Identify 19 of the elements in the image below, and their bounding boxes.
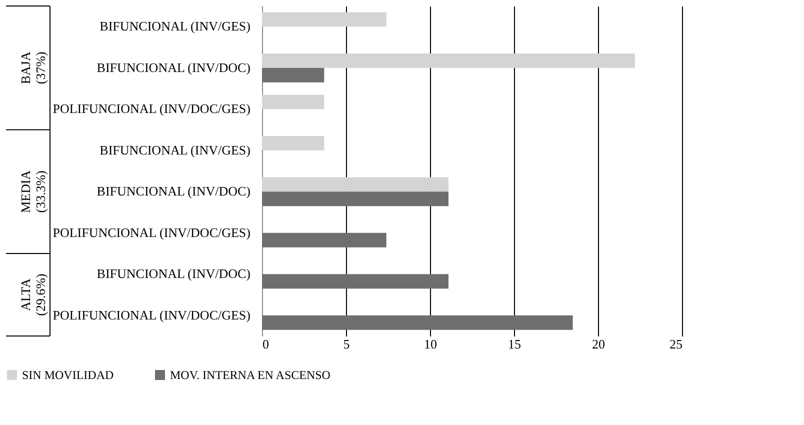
x-tick-label: 15 (508, 336, 521, 352)
legend-label: SIN MOVILIDAD (22, 368, 114, 382)
x-tick-label: 0 (262, 336, 269, 352)
x-tick-label: 20 (592, 336, 605, 352)
y-tick-label: BIFUNCIONAL (INV/DOC) (96, 184, 250, 199)
y-tick-label: BIFUNCIONAL (INV/GES) (100, 18, 250, 34)
x-tick-label: 5 (343, 336, 350, 352)
y-tick-label: POLIFUNCIONAL (INV/DOC/GES) (52, 224, 250, 240)
text: ALTA (29.6%) (18, 274, 48, 316)
x-tick-label: 25 (670, 336, 682, 352)
text: BAJA (37%) (18, 51, 48, 84)
y-tick-label: BIFUNCIONAL (INV/DOC) (96, 266, 250, 282)
y-tick-label: BIFUNCIONAL (INV/GES) (100, 142, 250, 158)
legend-label: MOV. INTERNA EN ASCENSO (170, 368, 331, 382)
x-tick-label: 10 (424, 336, 437, 352)
text: MEDIA (33.3%) (18, 170, 48, 213)
y-tick-label: POLIFUNCIONAL (INV/DOC/GES) (52, 307, 250, 322)
y-tick-label: BIFUNCIONAL (INV/DOC) (96, 60, 250, 75)
y-tick-label: POLIFUNCIONAL (INV/DOC/GES) (52, 101, 250, 116)
